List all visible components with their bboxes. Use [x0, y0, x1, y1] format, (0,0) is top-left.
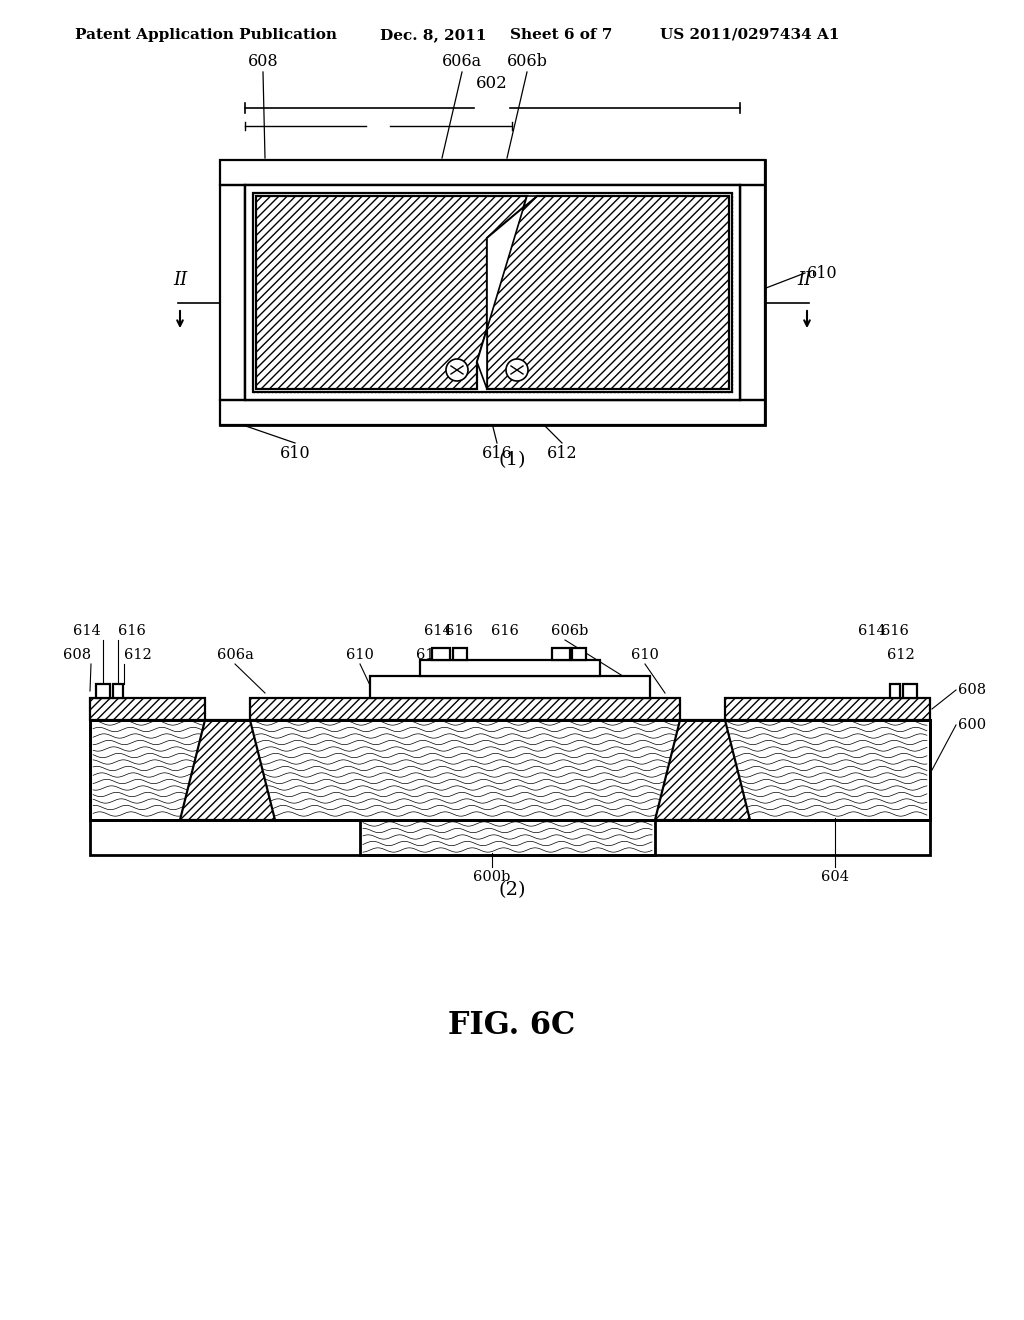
- Text: US 2011/0297434 A1: US 2011/0297434 A1: [660, 28, 840, 42]
- Bar: [220, 160, 765, 425]
- Text: 606b: 606b: [551, 624, 589, 638]
- Polygon shape: [256, 195, 527, 389]
- Text: Dec. 8, 2011: Dec. 8, 2011: [380, 28, 486, 42]
- Text: Patent Application Publication: Patent Application Publication: [75, 28, 337, 42]
- Text: 606b: 606b: [507, 53, 548, 70]
- Bar: [90, 698, 205, 719]
- Text: 608: 608: [248, 53, 279, 70]
- Text: 614: 614: [858, 624, 886, 638]
- Bar: [725, 698, 930, 719]
- Bar: [253, 193, 732, 392]
- Circle shape: [506, 359, 528, 381]
- Bar: [245, 185, 740, 400]
- Bar: [572, 648, 586, 660]
- Bar: [740, 160, 765, 185]
- Bar: [90, 719, 930, 820]
- Polygon shape: [477, 195, 537, 389]
- Bar: [220, 160, 765, 185]
- Text: 616: 616: [481, 445, 512, 462]
- Text: II': II': [798, 271, 816, 289]
- Bar: [360, 820, 655, 855]
- Bar: [220, 185, 245, 400]
- Bar: [220, 185, 245, 400]
- Text: 604: 604: [821, 870, 849, 884]
- Polygon shape: [487, 195, 729, 389]
- Text: 610: 610: [807, 264, 838, 281]
- Text: 602: 602: [476, 75, 508, 92]
- Text: 608: 608: [62, 648, 91, 663]
- Bar: [432, 648, 450, 660]
- Text: 612: 612: [416, 648, 443, 663]
- Circle shape: [446, 359, 468, 381]
- Bar: [250, 698, 680, 719]
- Bar: [220, 160, 245, 185]
- Bar: [420, 660, 600, 676]
- Text: 606a: 606a: [216, 648, 253, 663]
- Bar: [253, 193, 732, 392]
- Text: 600: 600: [958, 718, 986, 733]
- Bar: [552, 648, 570, 660]
- Text: (1): (1): [499, 451, 525, 469]
- Text: 606a: 606a: [442, 53, 482, 70]
- Bar: [220, 400, 245, 425]
- Bar: [96, 684, 110, 698]
- Text: FIG. 6C: FIG. 6C: [449, 1010, 575, 1040]
- Bar: [740, 185, 765, 400]
- Text: 616: 616: [118, 624, 145, 638]
- Text: 616: 616: [492, 624, 519, 638]
- Text: 612: 612: [124, 648, 152, 663]
- Bar: [370, 676, 650, 698]
- Text: 614: 614: [424, 624, 452, 638]
- Text: II: II: [173, 271, 187, 289]
- Bar: [245, 185, 740, 400]
- Text: 612: 612: [547, 445, 578, 462]
- Text: 608: 608: [958, 682, 986, 697]
- Bar: [220, 400, 765, 425]
- Text: (2): (2): [499, 880, 525, 899]
- Bar: [253, 193, 732, 392]
- Text: 612: 612: [887, 648, 915, 663]
- Bar: [113, 684, 123, 698]
- Text: 610: 610: [346, 648, 374, 663]
- Bar: [90, 719, 930, 855]
- Bar: [740, 185, 765, 400]
- Bar: [453, 648, 467, 660]
- Bar: [220, 160, 765, 185]
- Text: 614: 614: [74, 624, 101, 638]
- Text: Sheet 6 of 7: Sheet 6 of 7: [510, 28, 612, 42]
- Text: 610: 610: [280, 445, 310, 462]
- Bar: [90, 719, 930, 820]
- Text: 616: 616: [445, 624, 473, 638]
- Bar: [903, 684, 918, 698]
- Polygon shape: [180, 719, 275, 820]
- Text: 610: 610: [631, 648, 658, 663]
- Bar: [220, 400, 765, 425]
- Polygon shape: [655, 719, 750, 820]
- Bar: [890, 684, 900, 698]
- Text: 600b: 600b: [473, 870, 511, 884]
- Text: 616: 616: [881, 624, 909, 638]
- Bar: [740, 400, 765, 425]
